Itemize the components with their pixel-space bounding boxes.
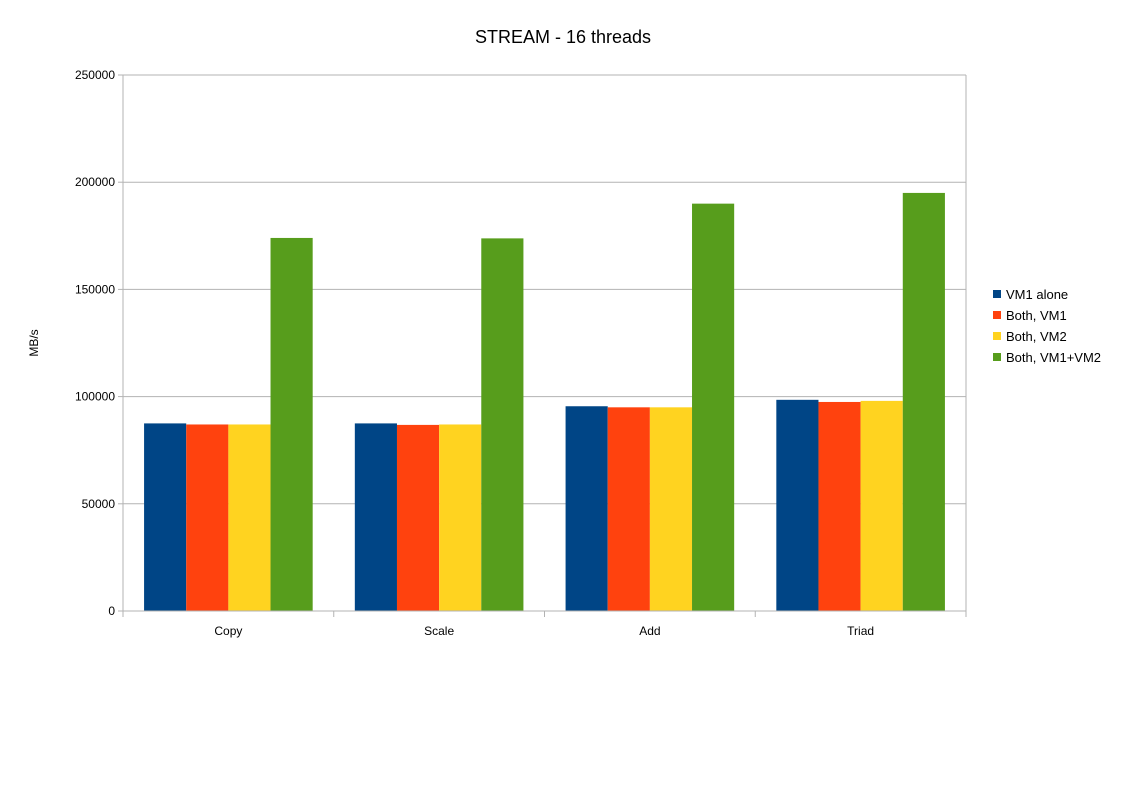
- y-tick-label: 150000: [75, 282, 115, 296]
- x-tick-label: Add: [639, 624, 660, 638]
- y-axis-label: MB/s: [27, 329, 41, 356]
- chart-title: STREAM - 16 threads: [475, 27, 651, 47]
- legend: VM1 alone Both, VM1 Both, VM2 Both, VM1+VM2: [993, 287, 1101, 365]
- bar-both-vm2-scale: [439, 424, 482, 611]
- bar-vm1-alone-copy: [144, 423, 187, 611]
- bar-both-vm1-add: [607, 407, 650, 611]
- legend-swatch: [993, 332, 1001, 340]
- bar-both-vm1-triad: [818, 401, 861, 611]
- legend-label: Both, VM1+VM2: [1006, 350, 1101, 365]
- bar-both-vm1-vm2-scale: [481, 238, 524, 611]
- legend-label: Both, VM2: [1006, 329, 1067, 344]
- bar-both-vm1-vm2-copy: [270, 237, 313, 611]
- bars: [144, 192, 945, 612]
- x-tick-label: Triad: [847, 624, 874, 638]
- y-tick-label: 100000: [75, 390, 115, 404]
- legend-swatch: [993, 290, 1001, 298]
- bar-both-vm2-add: [649, 407, 693, 611]
- bar-both-vm2-triad: [860, 400, 903, 611]
- bar-vm1-alone-scale: [354, 423, 397, 611]
- x-tick-label: Scale: [424, 624, 454, 638]
- tick-labels: 0 50000 100000 150000 200000 250000 Copy Scale A…: [75, 68, 874, 638]
- y-tick-label: 250000: [75, 68, 115, 82]
- bar-both-vm1-copy: [186, 424, 229, 611]
- bar-both-vm1-scale: [396, 424, 440, 611]
- x-tick-label: Copy: [214, 624, 242, 638]
- y-tick-label: 200000: [75, 175, 115, 189]
- y-tick-label: 0: [108, 604, 115, 618]
- bar-vm1-alone-triad: [776, 399, 819, 611]
- bar-both-vm1-vm2-triad: [902, 192, 945, 612]
- bar-both-vm1-vm2-add: [692, 203, 735, 611]
- axes: [118, 74, 967, 617]
- legend-swatch: [993, 311, 1001, 319]
- legend-label: VM1 alone: [1006, 287, 1068, 302]
- legend-label: Both, VM1: [1006, 308, 1067, 323]
- y-tick-label: 50000: [82, 497, 116, 511]
- bar-both-vm2-copy: [228, 424, 271, 611]
- bar-vm1-alone-add: [565, 406, 608, 611]
- legend-swatch: [993, 353, 1001, 361]
